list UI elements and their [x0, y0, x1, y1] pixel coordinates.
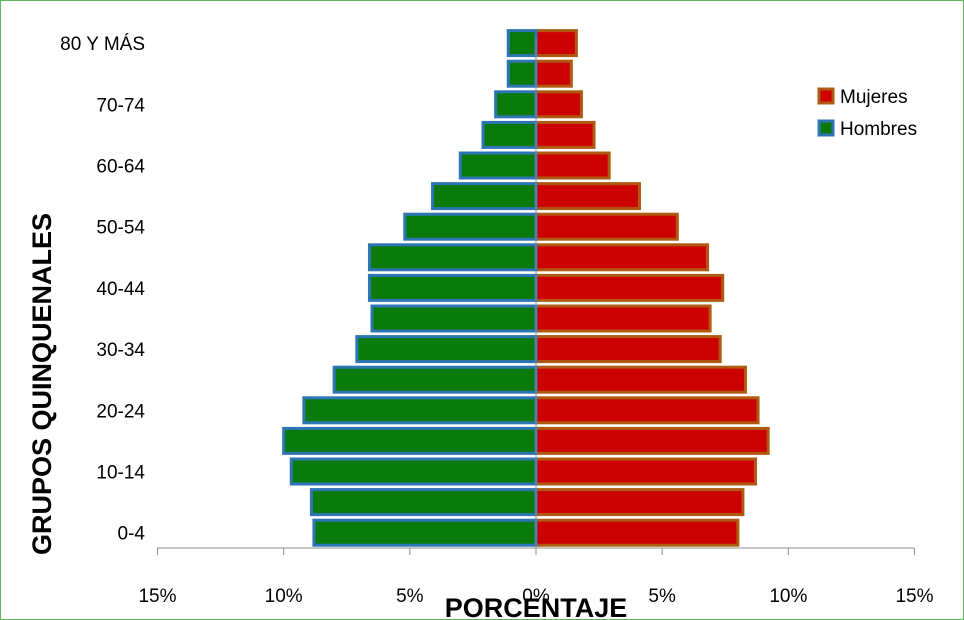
x-tick-label: 15%	[138, 586, 176, 607]
bar-hombres-1	[309, 488, 538, 517]
bar-hombres-9	[367, 243, 538, 272]
bar-mujeres-10	[534, 212, 679, 241]
bar-mujeres-2	[534, 457, 758, 486]
legend-swatch-mujeres	[817, 87, 835, 105]
bars-layer	[282, 29, 770, 547]
bar-hombres-0	[312, 518, 538, 547]
bar-mujeres-7	[534, 304, 712, 333]
y-axis-title: GRUPOS QUINQUENALES	[27, 213, 57, 555]
legend: Mujeres Hombres	[817, 87, 917, 140]
bar-mujeres-5	[534, 365, 747, 394]
bar-mujeres-4	[534, 396, 760, 425]
legend-label-hombres: Hombres	[840, 119, 917, 140]
bar-mujeres-14	[534, 90, 583, 119]
bar-hombres-11	[431, 182, 538, 211]
bar-hombres-3	[282, 426, 538, 455]
bar-hombres-4	[302, 396, 538, 425]
category-label: 0-4	[118, 524, 146, 545]
bar-mujeres-16	[534, 29, 578, 58]
legend-swatch-hombres	[817, 119, 835, 137]
bar-mujeres-12	[534, 151, 611, 180]
bar-mujeres-6	[534, 335, 722, 364]
bar-mujeres-11	[534, 182, 641, 211]
x-tick-label: 5%	[648, 586, 676, 607]
bar-hombres-12	[458, 151, 538, 180]
category-label: 30-34	[96, 340, 145, 361]
bar-hombres-16	[506, 29, 538, 58]
x-tick-label: 10%	[265, 586, 303, 607]
bar-hombres-5	[332, 365, 538, 394]
category-label: 50-54	[96, 218, 145, 239]
category-labels: 0-4 10-14 20-24 30-34 40-44 50-54 60-64 70-74 80…	[60, 34, 145, 545]
x-tick-label: 10%	[769, 586, 807, 607]
x-tick-label: 15%	[895, 586, 933, 607]
bar-hombres-10	[403, 212, 538, 241]
category-label: 70-74	[96, 95, 145, 116]
bar-hombres-6	[355, 335, 538, 364]
category-label: 40-44	[96, 279, 145, 300]
category-label: 60-64	[96, 157, 145, 178]
x-tick-label: 5%	[396, 586, 424, 607]
bar-mujeres-9	[534, 243, 710, 272]
bar-mujeres-3	[534, 426, 770, 455]
bar-hombres-13	[481, 120, 538, 149]
category-label: 80 Y MÁS	[60, 34, 145, 55]
bar-mujeres-0	[534, 518, 740, 547]
legend-label-mujeres: Mujeres	[840, 87, 908, 108]
bar-mujeres-15	[534, 59, 573, 88]
bar-mujeres-8	[534, 273, 725, 302]
bar-mujeres-13	[534, 120, 596, 149]
bar-hombres-2	[289, 457, 538, 486]
x-axis-title: PORCENTAJE	[445, 593, 628, 620]
x-axis: 15% 10% 5% 0% 5% 10% 15%	[138, 38, 934, 607]
category-label: 20-24	[96, 401, 145, 422]
bar-hombres-15	[506, 59, 538, 88]
bar-hombres-7	[370, 304, 538, 333]
x-tick-label: 0%	[522, 586, 550, 607]
bar-mujeres-1	[534, 488, 745, 517]
bar-hombres-8	[367, 273, 538, 302]
category-label: 10-14	[96, 463, 145, 484]
bar-hombres-14	[494, 90, 538, 119]
